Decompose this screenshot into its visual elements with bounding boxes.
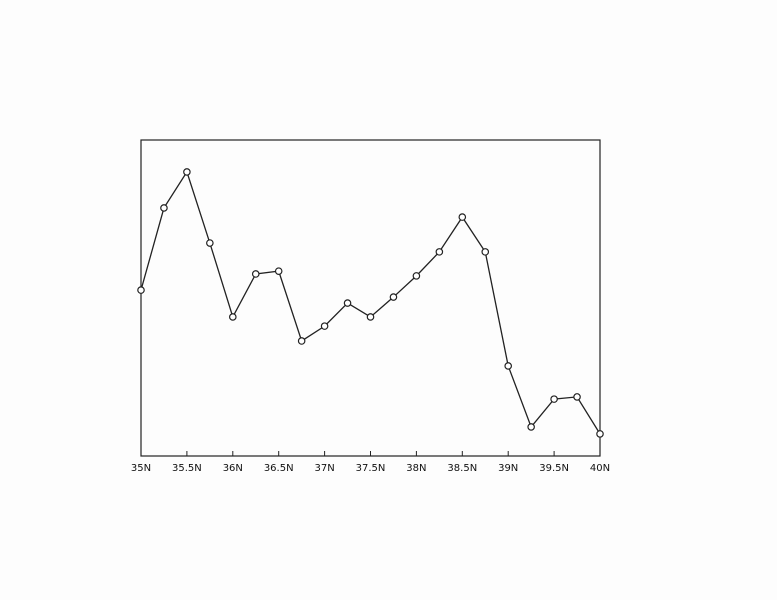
- data-point: [550, 395, 558, 403]
- x-tick-label: 37N: [314, 463, 334, 474]
- x-tick-label: 35N: [131, 463, 151, 474]
- data-point: [160, 204, 168, 212]
- data-point: [137, 286, 145, 294]
- data-point: [206, 239, 214, 247]
- data-point: [435, 248, 444, 256]
- data-point: [229, 313, 237, 321]
- data-point: [458, 213, 467, 221]
- data-point: [251, 270, 260, 278]
- data-point: [573, 393, 581, 401]
- data-point: [504, 362, 513, 370]
- x-tick-label: 38N: [406, 463, 426, 474]
- x-tick-label: 36N: [223, 463, 243, 474]
- series-line: [140, 170, 601, 435]
- data-point: [596, 430, 604, 438]
- data-point: [481, 248, 490, 256]
- x-tick-label: 38.5N: [447, 463, 477, 474]
- data-point: [297, 337, 306, 345]
- x-tick-label: 39N: [498, 463, 518, 474]
- x-tick-label: 35.5N: [172, 463, 202, 474]
- data-point: [320, 322, 329, 330]
- plot-frame: [140, 139, 601, 457]
- data-point: [527, 423, 535, 431]
- data-point: [412, 272, 421, 280]
- data-point: [274, 267, 283, 275]
- data-point: [389, 293, 398, 301]
- data-point: [366, 313, 375, 321]
- x-tick-label: 40N: [590, 463, 610, 474]
- data-point: [343, 299, 352, 307]
- x-tick-label: 37.5N: [356, 463, 386, 474]
- x-tick-label: 36.5N: [264, 463, 294, 474]
- data-point: [183, 168, 191, 176]
- x-tick-label: 39.5N: [539, 463, 569, 474]
